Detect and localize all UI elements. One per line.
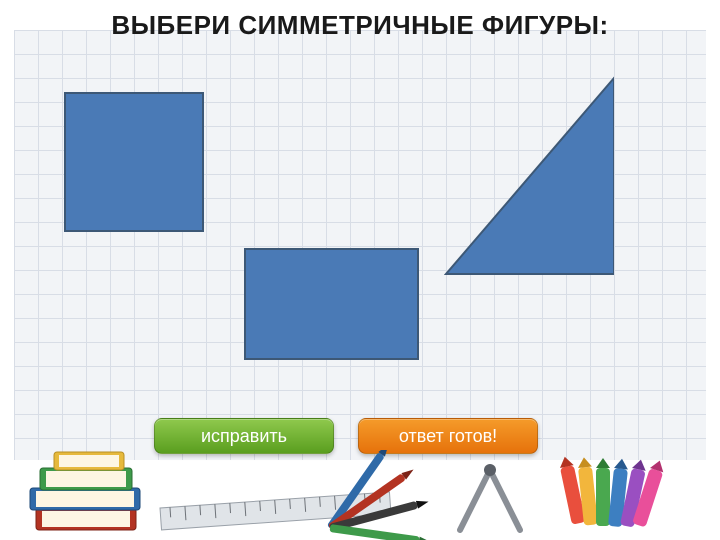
ready-button-label: ответ готов! [399,426,497,447]
headline: ВЫБЕРИ СИММЕТРИЧНЫЕ ФИГУРЫ: [14,10,706,41]
fix-button-label: исправить [201,426,287,447]
shape-rectangle[interactable] [244,248,419,360]
ready-button[interactable]: ответ готов! [358,418,538,454]
shape-triangle[interactable] [444,76,614,281]
slide: ВЫБЕРИ СИММЕТРИЧНЫЕ ФИГУРЫ: исправить от… [14,0,706,540]
shape-square[interactable] [64,92,204,232]
button-row: исправить ответ готов! [154,418,538,454]
fix-button[interactable]: исправить [154,418,334,454]
